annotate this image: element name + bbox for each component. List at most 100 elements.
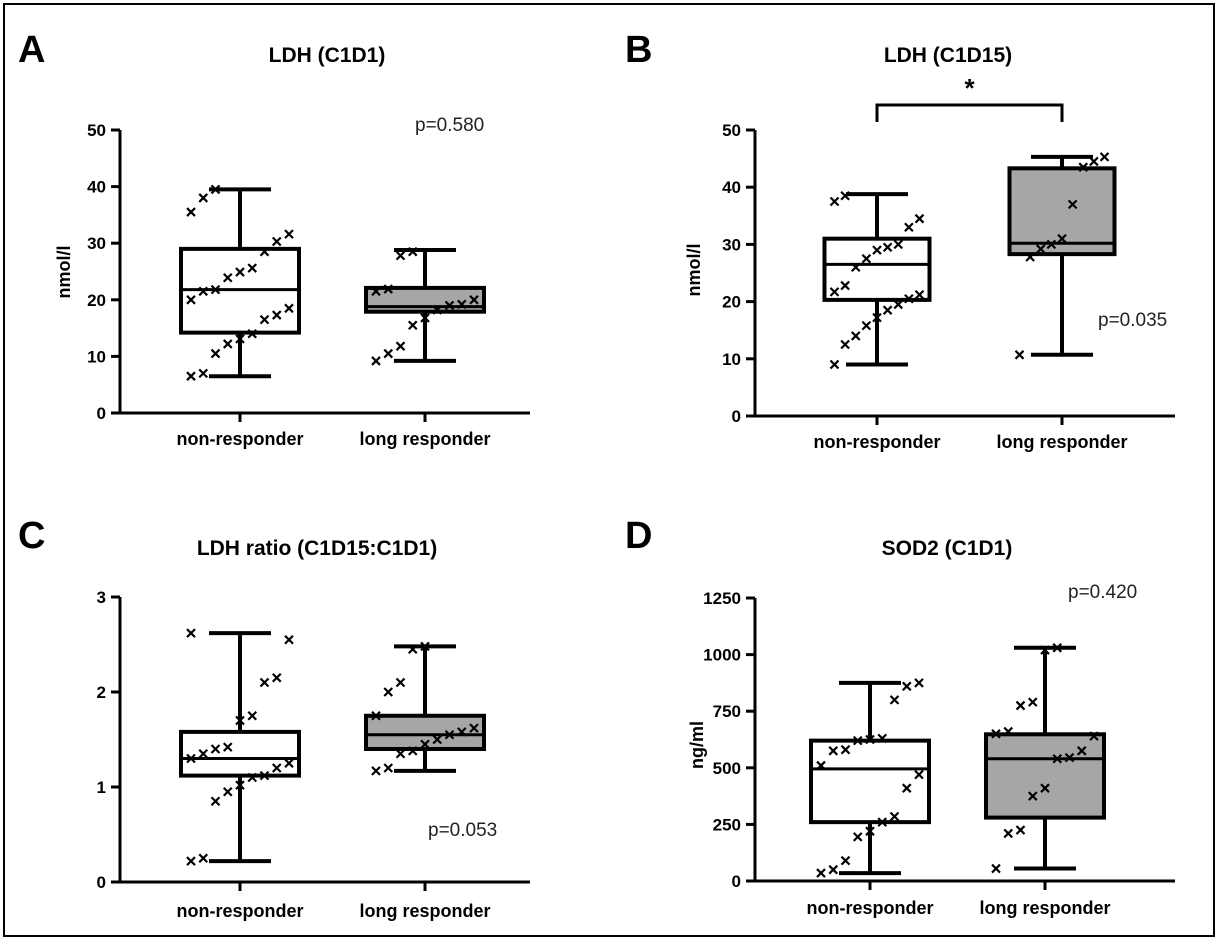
data-point-stroke <box>882 305 893 315</box>
data-point-stroke <box>284 758 294 769</box>
data-point <box>271 236 282 247</box>
iqr-box <box>809 738 931 825</box>
data-point-stroke <box>861 320 872 331</box>
data-point <box>432 305 443 315</box>
data-point-stroke <box>210 184 221 195</box>
data-point <box>1003 726 1014 737</box>
data-point-stroke <box>1014 350 1025 360</box>
data-point-stroke <box>186 856 196 866</box>
data-point <box>829 359 840 370</box>
data-point <box>1027 697 1038 707</box>
data-point <box>1057 233 1067 244</box>
data-point-stroke <box>1089 731 1099 741</box>
data-point-stroke <box>186 371 196 381</box>
data-point-stroke <box>850 262 861 273</box>
y-tick-label: 0 <box>732 407 741 426</box>
panel-d: D SOD2 (C1D1) 0 250 500 750 1000 1250 non-respon… <box>625 515 1175 918</box>
data-point-stroke <box>383 763 394 773</box>
data-point <box>284 229 294 239</box>
data-point <box>235 267 245 277</box>
data-point-stroke <box>407 746 418 756</box>
y-tick-label: 0 <box>732 872 741 891</box>
data-point <box>469 295 479 305</box>
box-group-long-responder <box>1007 152 1117 360</box>
data-point <box>893 299 904 310</box>
data-point <box>861 320 872 331</box>
data-point <box>889 811 900 822</box>
data-point-stroke <box>1025 252 1035 262</box>
data-point-stroke <box>395 748 406 759</box>
data-point <box>914 213 925 224</box>
data-point <box>882 305 893 315</box>
data-point <box>407 644 418 655</box>
data-point-stroke <box>872 245 882 255</box>
iqr-box <box>822 236 932 302</box>
data-point <box>1089 156 1099 167</box>
data-point-stroke <box>235 780 245 790</box>
y-tick-label: 1 <box>97 778 106 797</box>
data-point-stroke <box>235 334 245 344</box>
y-tick-label: 20 <box>722 293 741 312</box>
panel-letter: C <box>18 515 45 557</box>
data-point <box>420 641 430 652</box>
y-tick-label: 3 <box>97 588 106 607</box>
data-point-stroke <box>371 710 381 721</box>
data-point <box>420 313 430 323</box>
data-point <box>371 356 381 366</box>
data-point <box>420 739 430 750</box>
data-point-stroke <box>1099 152 1110 162</box>
p-value-label: p=0.053 <box>428 820 497 841</box>
data-point <box>407 320 418 331</box>
data-point-stroke <box>893 239 904 250</box>
iqr-box <box>984 732 1106 820</box>
data-point <box>271 763 282 773</box>
data-point-stroke <box>420 641 430 652</box>
data-point <box>271 310 282 320</box>
data-point-stroke <box>877 817 888 827</box>
data-point-stroke <box>186 753 196 764</box>
data-point-stroke <box>1089 156 1099 167</box>
data-point-stroke <box>210 744 221 754</box>
data-point <box>235 780 245 790</box>
data-point <box>284 758 294 769</box>
data-point <box>1027 791 1038 801</box>
data-point <box>383 763 394 773</box>
data-point <box>222 786 233 797</box>
data-point <box>186 295 196 305</box>
data-point-stroke <box>829 196 840 207</box>
data-point-stroke <box>872 312 882 323</box>
data-point-stroke <box>852 735 863 746</box>
data-point-stroke <box>816 760 826 771</box>
y-tick-label: 30 <box>87 234 106 253</box>
data-point <box>259 314 270 325</box>
y-tick-label: 40 <box>722 178 741 197</box>
box-group-non-responder <box>809 678 931 878</box>
data-point <box>850 262 861 273</box>
data-point <box>456 727 467 737</box>
data-point <box>222 272 233 283</box>
chart-title: SOD2 (C1D1) <box>882 537 1013 560</box>
data-point-stroke <box>816 868 826 878</box>
data-point-stroke <box>271 310 282 320</box>
data-point <box>877 817 888 827</box>
data-point <box>395 341 406 351</box>
y-tick-label: 10 <box>722 350 741 369</box>
data-point-stroke <box>1064 752 1075 763</box>
data-point <box>186 628 196 638</box>
data-point <box>904 222 914 233</box>
data-point <box>210 348 221 359</box>
data-point-stroke <box>210 348 221 359</box>
x-category-label: non-responder <box>806 898 933 918</box>
x-category-label: long responder <box>979 898 1110 918</box>
data-point <box>889 695 900 705</box>
box-group-non-responder <box>179 184 301 381</box>
data-point-stroke <box>186 295 196 305</box>
data-point-stroke <box>914 289 925 300</box>
data-point-stroke <box>852 832 863 842</box>
data-point-stroke <box>456 299 467 310</box>
data-point <box>829 196 840 207</box>
data-point <box>901 681 912 692</box>
y-tick-label: 50 <box>87 121 106 140</box>
y-tick-label: 0 <box>97 873 106 892</box>
data-point-stroke <box>198 286 209 297</box>
